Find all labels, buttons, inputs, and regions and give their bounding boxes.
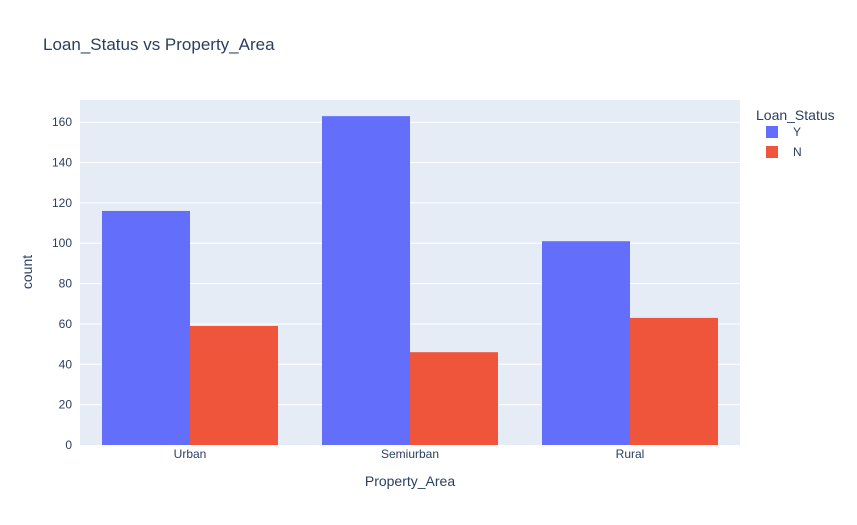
legend-swatch-n[interactable] [766,146,778,158]
y-tick-label: 80 [59,277,73,291]
y-axis-title: count [19,255,35,289]
y-tick-label: 140 [52,156,72,170]
x-tick-label: Semiurban [381,447,439,461]
legend-label-y[interactable]: Y [793,125,801,139]
bar-n-semiurban[interactable] [410,352,498,445]
legend[interactable]: Loan_Status YN [756,107,835,159]
y-tick-label: 40 [59,357,73,371]
x-tick-label: Urban [174,447,207,461]
y-axis-ticks: 0 20 40 60 80 100 120 140 160 [52,115,72,452]
y-tick-label: 20 [59,398,73,412]
chart-title: Loan_Status vs Property_Area [43,35,275,54]
bar-y-rural[interactable] [542,241,630,445]
y-tick-label: 120 [52,196,72,210]
bar-y-semiurban[interactable] [322,116,410,445]
bars [102,116,718,445]
legend-label-n[interactable]: N [793,145,802,159]
x-axis-title: Property_Area [365,473,455,489]
legend-swatch-y[interactable] [766,126,778,138]
y-tick-label: 100 [52,236,72,250]
legend-title: Loan_Status [756,107,835,123]
y-tick-label: 60 [59,317,73,331]
y-tick-label: 0 [65,438,72,452]
y-tick-label: 160 [52,115,72,129]
bar-y-urban[interactable] [102,210,190,445]
bar-n-rural[interactable] [630,317,718,445]
bar-n-urban[interactable] [190,325,278,445]
x-tick-label: Rural [616,447,645,461]
x-axis-ticks: Urban Semiurban Rural [174,447,645,461]
